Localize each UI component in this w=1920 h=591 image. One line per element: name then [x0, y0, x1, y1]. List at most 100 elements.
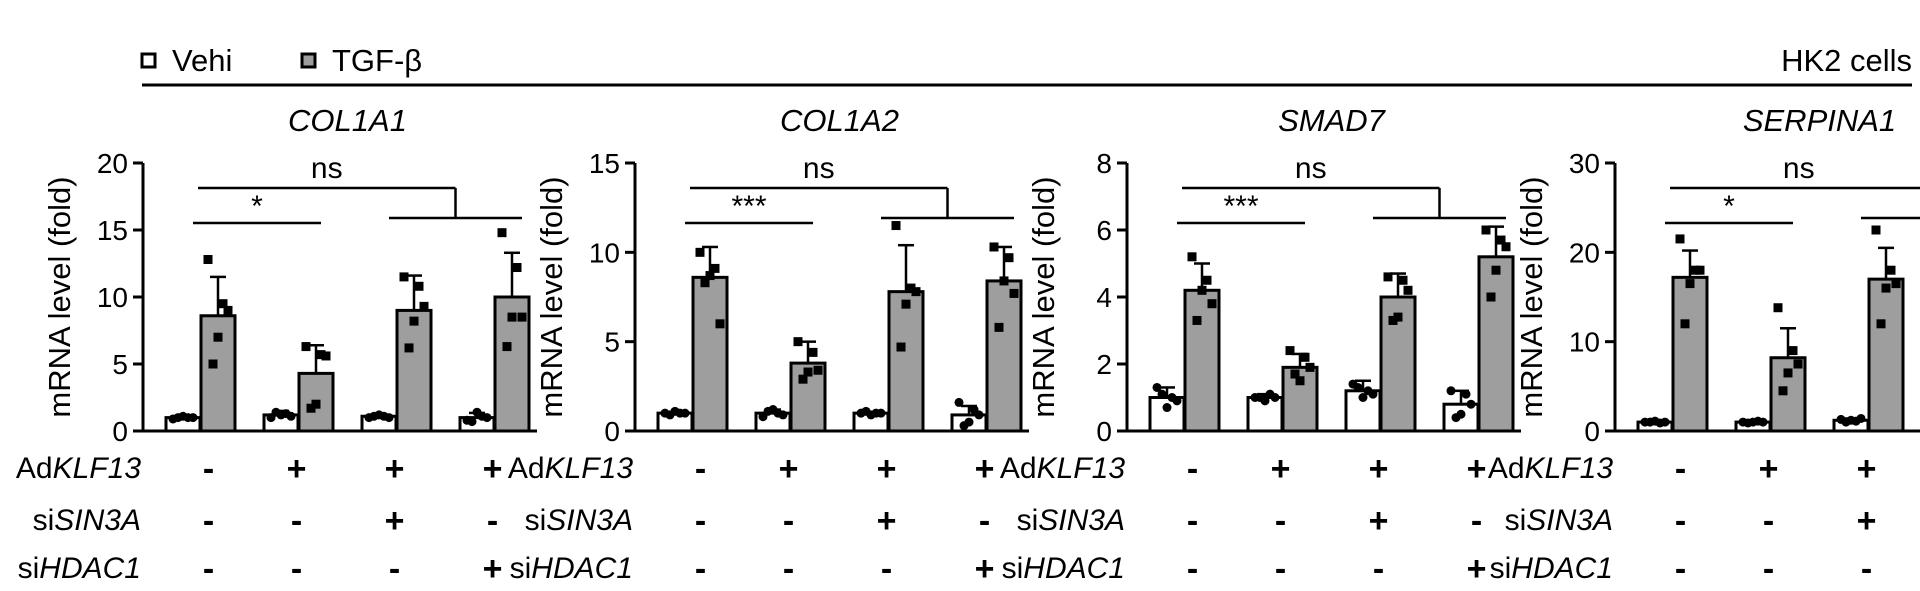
data-point [1876, 319, 1886, 329]
data-point [1202, 275, 1212, 285]
data-point [1172, 396, 1182, 406]
data-point [891, 221, 901, 231]
condition-symbol: - [881, 550, 892, 588]
data-point [507, 312, 517, 322]
y-axis-label: mRNA level (fold) [1026, 176, 1061, 417]
condition-symbol: - [695, 450, 706, 488]
data-point [1783, 368, 1793, 378]
condition-symbol: + [483, 450, 503, 488]
condition-label: siHDAC1 [1002, 552, 1125, 585]
condition-prefix: Ad [1488, 452, 1525, 485]
data-point [321, 351, 331, 361]
condition-symbol: - [1373, 550, 1384, 588]
legend: Vehi TGF-β HK2 cells [140, 43, 1912, 87]
condition-gene: HDAC1 [39, 552, 141, 585]
legend-swatch-vehi [140, 52, 157, 69]
condition-symbol: - [291, 550, 302, 588]
data-point [1270, 393, 1280, 402]
data-point [1778, 386, 1788, 396]
data-point [517, 312, 527, 322]
bar-tgf [691, 275, 729, 433]
condition-symbol: + [1467, 450, 1487, 488]
data-point [316, 350, 326, 360]
significance-label: *** [731, 190, 766, 223]
y-axis-label: mRNA level (fold) [42, 176, 77, 417]
data-point [482, 413, 492, 423]
data-point [665, 410, 675, 420]
condition-prefix: si [1002, 552, 1024, 585]
data-point [1466, 399, 1476, 409]
condition-prefix: Ad [1000, 452, 1037, 485]
condition-gene: HDAC1 [1023, 552, 1125, 585]
data-point [705, 271, 715, 281]
data-point [1645, 417, 1655, 427]
condition-symbol: - [1187, 550, 1198, 588]
data-point [1451, 413, 1461, 423]
data-point [813, 365, 823, 375]
data-point [1695, 265, 1705, 275]
y-tick-label: 10 [589, 237, 620, 268]
data-point [1009, 288, 1019, 298]
condition-label: siSIN3A [33, 504, 141, 537]
condition-symbol: - [1675, 502, 1686, 540]
data-point [1685, 279, 1695, 289]
condition-label: AdKLF13 [508, 452, 633, 485]
data-point [1680, 319, 1690, 329]
bar-tgf [887, 290, 925, 433]
condition-symbol: - [695, 502, 706, 540]
y-tick-label: 4 [1096, 282, 1112, 313]
panel-title: COL1A2 [780, 103, 899, 138]
significance-label: * [1723, 190, 1735, 223]
y-tick-label: 0 [604, 416, 620, 447]
significance-label: ns [1783, 152, 1815, 185]
condition-symbol: + [1857, 502, 1877, 540]
data-point [311, 399, 321, 409]
data-point [1788, 346, 1798, 356]
bar-tgf [1671, 275, 1709, 433]
condition-symbol: - [1187, 450, 1198, 488]
y-tick-label: 0 [1096, 416, 1112, 447]
y-tick-label: 15 [97, 215, 128, 246]
condition-symbol: + [975, 450, 995, 488]
condition-label: AdKLF13 [16, 452, 141, 485]
data-point [1841, 417, 1851, 427]
panel-col1a1: COL1A1 0 5 10 15 20 mRNA level (fold) * ns AdKLF1… [16, 103, 537, 588]
condition-symbol: + [287, 450, 307, 488]
data-point [1192, 315, 1202, 325]
data-point [901, 299, 911, 309]
data-point [1491, 265, 1501, 275]
data-point [223, 305, 233, 315]
data-point [472, 407, 482, 417]
data-point [1383, 272, 1393, 282]
significance-label: *** [1223, 190, 1258, 223]
y-tick-label: 15 [589, 148, 620, 179]
data-point [1300, 352, 1310, 362]
panel-title: COL1A1 [288, 103, 407, 138]
data-point [763, 406, 773, 416]
condition-symbol: + [1271, 450, 1291, 488]
data-point [954, 397, 964, 407]
data-point [419, 301, 429, 311]
data-point [695, 247, 705, 257]
y-tick-label: 5 [604, 327, 620, 358]
data-point [1393, 312, 1403, 322]
condition-symbol: - [1275, 550, 1286, 588]
condition-label: AdKLF13 [1000, 452, 1125, 485]
condition-symbol: - [979, 502, 990, 540]
condition-symbol: - [203, 550, 214, 588]
data-point [1481, 225, 1491, 235]
condition-prefix: si [18, 552, 40, 585]
condition-prefix: si [33, 504, 55, 537]
data-point [173, 413, 183, 423]
condition-gene: KLF13 [1525, 452, 1614, 485]
data-point [1162, 403, 1172, 413]
condition-symbol: - [783, 550, 794, 588]
data-point [512, 263, 522, 273]
condition-gene: KLF13 [53, 452, 142, 485]
y-tick-label: 10 [97, 282, 128, 313]
data-point [409, 316, 419, 326]
y-tick-label: 2 [1096, 349, 1112, 380]
condition-gene: KLF13 [1037, 452, 1126, 485]
data-point [994, 322, 1004, 332]
condition-symbol: + [385, 502, 405, 540]
